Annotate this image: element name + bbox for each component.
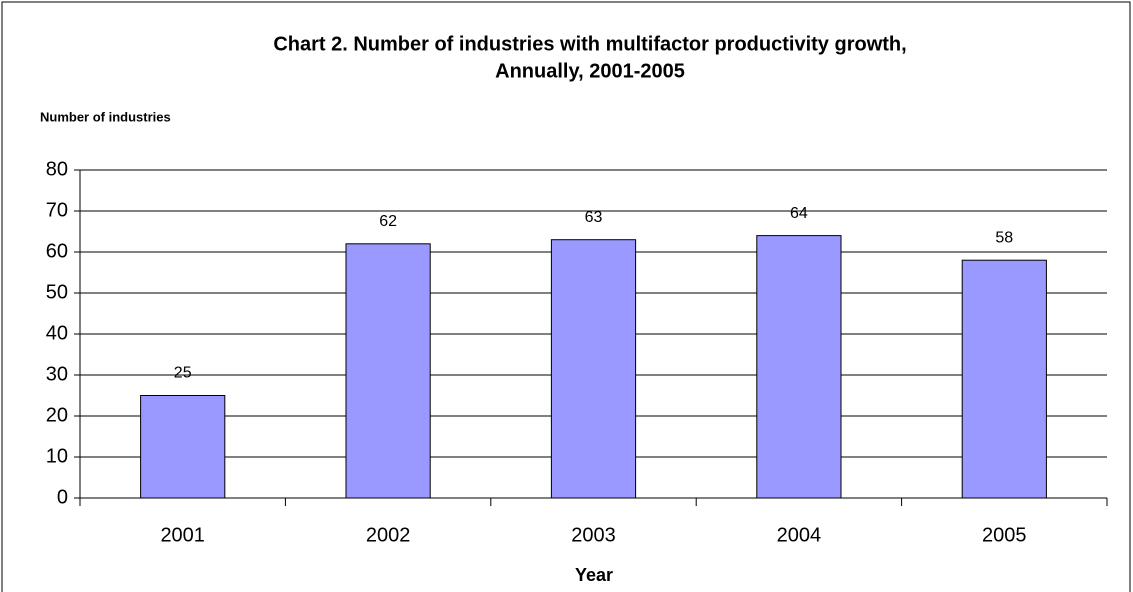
- bar: [140, 395, 226, 499]
- chart-title: Chart 2. Number of industries with multi…: [273, 33, 906, 55]
- x-tick-label: 2001: [160, 524, 205, 546]
- y-tick-label: 0: [57, 486, 68, 508]
- bar: [345, 243, 431, 499]
- y-tick-label: 80: [46, 158, 68, 180]
- y-axis-title: Number of industries: [40, 109, 171, 124]
- y-tick-label: 60: [46, 240, 68, 262]
- value-label: 64: [790, 205, 808, 222]
- value-label: 62: [379, 213, 397, 230]
- bar: [756, 235, 842, 499]
- bar: [550, 239, 637, 499]
- y-tick-label: 40: [46, 322, 68, 344]
- y-tick-label: 10: [46, 445, 68, 467]
- x-axis-title: Year: [575, 565, 613, 585]
- y-tick-label: 30: [46, 363, 68, 385]
- value-label: 63: [585, 209, 603, 226]
- bar: [961, 259, 1047, 499]
- x-tick-label: 2003: [571, 524, 616, 546]
- x-tick-label: 2004: [777, 524, 822, 546]
- y-tick-label: 20: [46, 404, 68, 426]
- y-tick-label: 70: [46, 199, 68, 221]
- x-tick-label: 2002: [366, 524, 411, 546]
- value-label: 58: [995, 229, 1013, 246]
- x-tick-label: 2005: [982, 524, 1027, 546]
- value-label: 25: [174, 365, 192, 382]
- y-tick-label: 50: [46, 281, 68, 303]
- chart-title: Annually, 2001-2005: [495, 60, 685, 82]
